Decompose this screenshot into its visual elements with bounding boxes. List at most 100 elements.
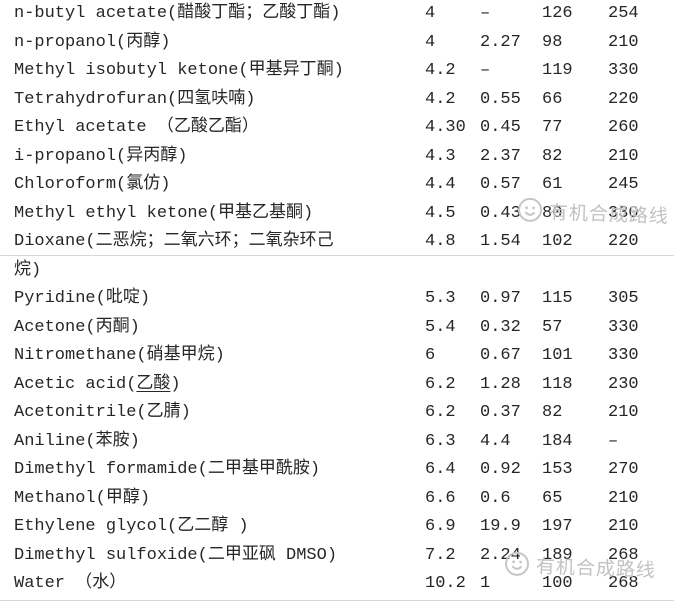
viscosity-value: 1 — [480, 574, 491, 593]
table-row: Aniline(苯胺) 6.3 4.4 184 – — [0, 428, 674, 457]
viscosity-value: 0.37 — [480, 403, 521, 422]
polarity-value: 6.2 — [425, 374, 456, 394]
boiling-point-value: 57 — [542, 317, 563, 337]
uv-cutoff-value — [608, 257, 674, 286]
solvent-name: Ethylene glycol(乙二醇 ) — [14, 517, 249, 536]
boiling-point-value: 66 — [542, 89, 563, 109]
boiling-point-value: 65 — [542, 488, 563, 508]
table-row: Dimethyl formamide(二甲基甲酰胺) 6.4 0.92 153 … — [0, 456, 674, 485]
viscosity-value: 0.67 — [480, 346, 521, 365]
polarity-value: 6.3 — [425, 431, 456, 451]
viscosity-value: 0.97 — [480, 289, 521, 308]
solvent-name: Acetonitrile(乙腈) — [14, 403, 191, 422]
boiling-point-value — [542, 257, 608, 286]
uv-cutoff-value: 254 — [608, 4, 639, 23]
boiling-point-value: 101 — [542, 346, 573, 365]
solvent-name: Nitromethane(硝基甲烷) — [14, 346, 225, 365]
table-row: i-propanol(异丙醇) 4.3 2.37 82 210 — [0, 143, 674, 172]
solvent-name: Ethyl acetate （乙酸乙酯） — [14, 118, 259, 137]
boiling-point-value: 197 — [542, 517, 573, 536]
polarity-value: 6.6 — [425, 488, 456, 508]
table-row: Methanol(甲醇) 6.6 0.6 65 210 — [0, 485, 674, 514]
solvent-name: Water （水） — [14, 574, 127, 593]
polarity-value: 4.3 — [425, 146, 456, 166]
boiling-point-value: 100 — [542, 574, 573, 593]
boiling-point-value: 98 — [542, 32, 563, 52]
viscosity-value: 1.28 — [480, 374, 521, 394]
boiling-point-value: 82 — [542, 403, 563, 422]
polarity-value: 5.4 — [425, 317, 456, 337]
bottom-border-line — [0, 600, 674, 601]
viscosity-value: 0.45 — [480, 118, 521, 137]
boiling-point-value: 82 — [542, 146, 563, 166]
polarity-value: 4.4 — [425, 175, 456, 194]
solvent-name: Acetone(丙酮) — [14, 317, 140, 337]
solvent-name: i-propanol(异丙醇) — [14, 146, 188, 166]
solvent-name-part: Acetic acid( — [14, 374, 137, 394]
viscosity-value: 19.9 — [480, 517, 521, 536]
uv-cutoff-value: 210 — [608, 146, 639, 166]
viscosity-value: 2.37 — [480, 146, 521, 166]
polarity-value: 4 — [425, 32, 436, 52]
boiling-point-value: 184 — [542, 431, 573, 451]
solvent-name: n-propanol(丙醇) — [14, 32, 171, 52]
uv-cutoff-value: 210 — [608, 403, 639, 422]
uv-cutoff-value: 210 — [608, 32, 639, 52]
uv-cutoff-value: 268 — [608, 574, 639, 593]
table-row: Dimethyl sulfoxide(二甲亚砜 DMSO) 7.2 2.24 1… — [0, 542, 674, 571]
solvent-name: Tetrahydrofuran(四氢呋喃) — [14, 89, 256, 109]
solvent-name: Methyl ethyl ketone(甲基乙基酮) — [14, 203, 314, 223]
polarity-value — [425, 257, 480, 286]
boiling-point-value: 189 — [542, 545, 573, 565]
boiling-point-value: 126 — [542, 4, 573, 23]
boiling-point-value: 102 — [542, 232, 573, 251]
viscosity-value: 0.32 — [480, 317, 521, 337]
viscosity-value: 0.55 — [480, 89, 521, 109]
viscosity-value: 2.24 — [480, 545, 521, 565]
table-row: Nitromethane(硝基甲烷) 6 0.67 101 330 — [0, 342, 674, 371]
solvent-name: Dioxane(二恶烷；二氧六环；二氧杂环己 — [14, 232, 334, 251]
uv-cutoff-value: 210 — [608, 488, 639, 508]
uv-cutoff-value: 270 — [608, 460, 639, 479]
uv-cutoff-value: 330 — [608, 61, 639, 80]
uv-cutoff-value: – — [608, 431, 619, 451]
viscosity-value: 4.4 — [480, 431, 511, 451]
polarity-value: 5.3 — [425, 289, 456, 308]
boiling-point-value: 61 — [542, 175, 563, 194]
uv-cutoff-value: 220 — [608, 89, 639, 109]
viscosity-value: – — [480, 4, 491, 23]
table-row: Water （水） 10.2 1 100 268 — [0, 570, 674, 599]
uv-cutoff-value: 230 — [608, 374, 639, 394]
solvent-name: n-butyl acetate(醋酸丁酯；乙酸丁酯) — [14, 4, 341, 23]
table-row: Ethylene glycol(乙二醇 ) 6.9 19.9 197 210 — [0, 513, 674, 542]
polarity-value: 7.2 — [425, 545, 456, 565]
polarity-value: 4.2 — [425, 61, 456, 80]
solvent-name: Chloroform(氯仿) — [14, 175, 171, 194]
polarity-value: 6.2 — [425, 403, 456, 422]
boiling-point-value: 118 — [542, 374, 573, 394]
uv-cutoff-value: 330 — [608, 346, 639, 365]
boiling-point-value: 153 — [542, 460, 573, 479]
uv-cutoff-value: 305 — [608, 289, 639, 308]
solvent-name-part: ) — [170, 374, 181, 394]
table-row: Chloroform(氯仿) 4.4 0.57 61 245 — [0, 171, 674, 200]
polarity-value: 4.30 — [425, 118, 466, 137]
viscosity-value: 0.43 — [480, 203, 521, 223]
table-row: Acetone(丙酮) 5.4 0.32 57 330 — [0, 314, 674, 343]
viscosity-value: 2.27 — [480, 32, 521, 52]
section-divider-line — [0, 255, 674, 256]
solvent-name: Methyl isobutyl ketone(甲基异丁酮) — [14, 61, 344, 80]
table-row: Tetrahydrofuran(四氢呋喃) 4.2 0.55 66 220 — [0, 86, 674, 115]
uv-cutoff-value: 210 — [608, 517, 639, 536]
table-row: Acetonitrile(乙腈) 6.2 0.37 82 210 — [0, 399, 674, 428]
viscosity-value: 0.6 — [480, 488, 511, 508]
solvent-name-underlined: 乙酸 — [136, 374, 171, 394]
viscosity-value: 1.54 — [480, 232, 521, 251]
solvent-name: Acetic acid(乙酸) — [0, 371, 425, 400]
viscosity-value: 0.57 — [480, 175, 521, 194]
polarity-value: 6.4 — [425, 460, 456, 479]
viscosity-value: – — [480, 61, 491, 80]
solvent-name: Aniline(苯胺) — [14, 431, 140, 451]
boiling-point-value: 119 — [542, 61, 573, 80]
